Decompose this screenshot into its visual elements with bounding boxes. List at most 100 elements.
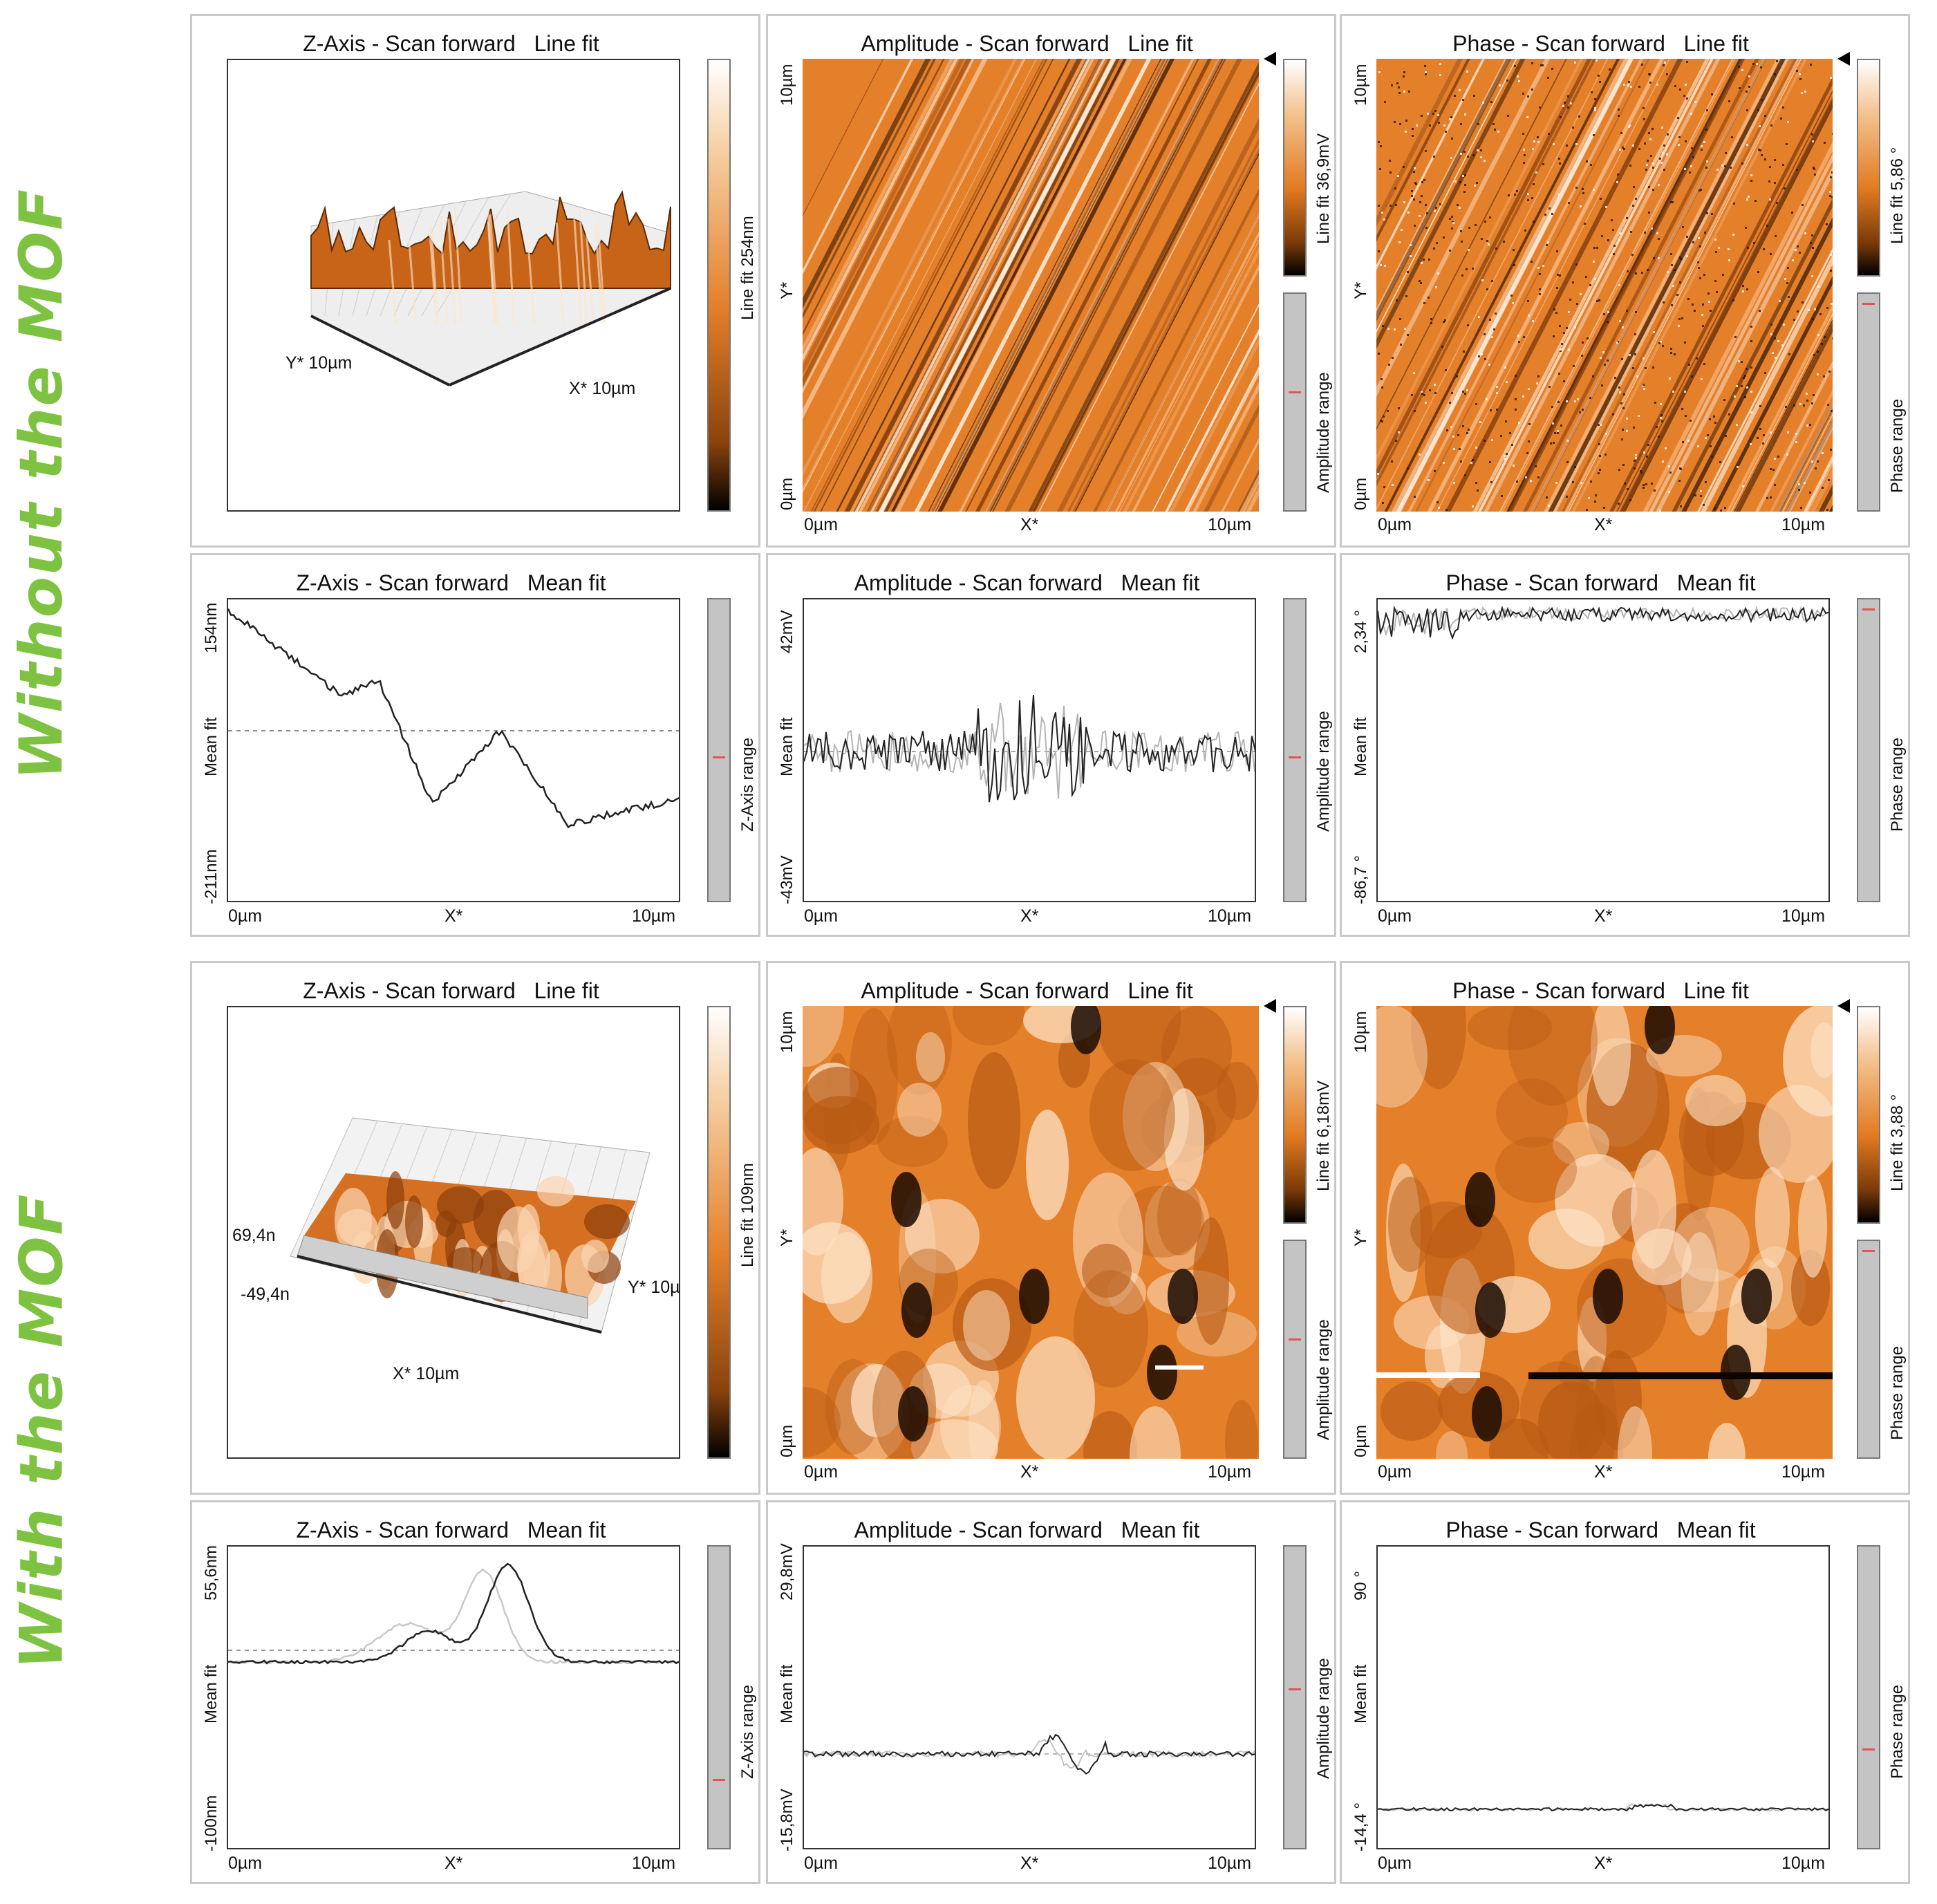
range-marker [1289,756,1301,758]
y-tick-bottom: -43mV [778,855,796,904]
panel-title: Phase - Scan forward Mean fit [1445,1518,1756,1542]
x-tick-start: 0µm [228,1854,263,1873]
y-tick-end: 10µm [778,64,796,106]
without-zaxis-mean-fit-panel: Z-Axis - Scan forward Mean fit 154nm Mean … [190,553,760,937]
x-axis-label: X* [445,906,463,926]
section-label-with: With the MOF [7,1193,76,1670]
phase-scan-image[interactable] [1376,59,1833,512]
without-phase-line-fit-panel: Phase - Scan forward Line fit 0µm X* 10µm 0µ… [1340,14,1910,548]
range-slider[interactable] [1857,1240,1880,1459]
range-marker [1289,1338,1301,1341]
scale-marker-icon [1264,999,1276,1013]
y-tick-top: 55,6nm [202,1544,221,1600]
without-amplitude-mean-fit-panel: Amplitude - Scan forward Mean fit 42mV Mea… [766,553,1336,937]
panel-title: Phase - Scan forward Line fit [1452,31,1749,56]
y-tick-top: 154nm [202,602,221,653]
amplitude-profile-plot[interactable] [803,1545,1256,1849]
range-slider[interactable] [707,598,731,902]
phase-scan-image[interactable] [1376,1006,1833,1459]
y-tick-top: 42mV [778,610,796,653]
range-slider[interactable] [1283,1545,1307,1849]
panel-title: Z-Axis - Scan forward Mean fit [296,1518,606,1542]
zaxis-profile-plot[interactable] [227,1545,680,1849]
colorbar [1283,59,1307,277]
y-axis-label: Mean fit [202,1664,221,1724]
y-tick-top: 29,8mV [778,1543,796,1600]
range-label: Phase range [1888,737,1907,832]
range-slider[interactable] [1857,1545,1880,1849]
colorbar-label: Line fit 5,86 ° [1888,147,1907,244]
range-slider[interactable] [1857,598,1880,902]
range-slider[interactable] [1283,1240,1307,1459]
panel-title: Phase - Scan forward Mean fit [1445,570,1756,595]
colorbar-label: Line fit 3,88 ° [1888,1094,1907,1191]
y-axis-label: Y* [778,1229,796,1247]
x-tick-start: 0µm [1378,906,1412,926]
x-axis-label: X* [1594,515,1613,534]
y-tick-top: 2,34 ° [1351,610,1370,653]
zaxis-profile-plot[interactable] [227,598,680,902]
x-tick-end: 10µm [632,906,676,926]
scale-marker-icon [1264,52,1276,66]
range-label: Amplitude range [1314,711,1333,832]
x-tick-start: 0µm [804,515,839,534]
x-axis-3d-label: X* 10µm [393,1364,460,1383]
x-tick-end: 10µm [1781,906,1826,926]
y-tick-end: 10µm [1351,1011,1370,1053]
scale-marker-icon [1837,52,1850,66]
with-zaxis-mean-fit-panel: Z-Axis - Scan forward Mean fit 55,6nm Mean… [190,1500,760,1884]
range-label: Z-Axis range [738,737,757,832]
x-tick-start: 0µm [804,1854,839,1873]
3d-surface-view[interactable] [227,1006,680,1459]
phase-profile-plot[interactable] [1376,1545,1830,1849]
range-label: Phase range [1888,1684,1907,1779]
with-amplitude-mean-fit-panel: Amplitude - Scan forward Mean fit 29,8mV M… [766,1500,1336,1884]
y-axis-label: Mean fit [778,1664,796,1724]
panel-title: Z-Axis - Scan forward Line fit [303,31,599,56]
x-tick-end: 10µm [1208,1854,1252,1873]
x-axis-label: X* [1020,515,1039,534]
panel-title: Z-Axis - Scan forward Line fit [303,978,599,1003]
with-phase-mean-fit-panel: Phase - Scan forward Mean fit 90 ° Mean fi… [1340,1500,1910,1884]
3d-surface-view[interactable] [227,59,680,512]
amplitude-profile-plot[interactable] [803,598,1256,902]
range-slider[interactable] [1283,292,1307,512]
range-slider[interactable] [1283,598,1307,902]
y-tick-end: 10µm [778,1011,796,1053]
with-zaxis-line-fit-panel: Z-Axis - Scan forward Line fit Y* 10µ X* 1… [190,961,760,1495]
x-axis-label: X* [1594,1854,1613,1873]
without-phase-mean-fit-panel: Phase - Scan forward Mean fit 2,34 ° Mean … [1340,553,1910,937]
x-tick-start: 0µm [804,1462,839,1482]
range-label: Phase range [1888,398,1907,493]
amplitude-scan-image[interactable] [803,1006,1259,1459]
y-tick-bottom: -14,4 ° [1351,1802,1370,1851]
panel-title: Amplitude - Scan forward Mean fit [854,1518,1200,1542]
range-slider[interactable] [707,1545,731,1849]
range-label: Amplitude range [1314,372,1333,493]
without-zaxis-line-fit-panel: Z-Axis - Scan forward Line fit Y* 10µm X* … [190,14,760,548]
x-tick-start: 0µm [1378,515,1412,534]
range-slider[interactable] [1857,292,1880,512]
y-tick-end: 10µm [1351,64,1370,106]
colorbar-label: Line fit 109nm [738,1163,757,1267]
x-axis-label: X* [445,1854,463,1873]
panel-title: Amplitude - Scan forward Line fit [861,978,1193,1003]
x-tick-end: 10µm [1208,1462,1252,1482]
y-axis-label: Y* [778,281,796,299]
panel-title: Z-Axis - Scan forward Mean fit [296,570,606,595]
panel-title: Amplitude - Scan forward Mean fit [854,570,1200,595]
range-marker [1862,302,1875,305]
colorbar [1283,1006,1307,1224]
range-marker [713,1778,725,1781]
y-tick-top: 90 ° [1351,1571,1370,1600]
section-label-without: Without the MOF [7,187,77,781]
x-tick-end: 10µm [1781,515,1826,534]
colorbar-label: Line fit 36,9mV [1314,133,1333,244]
amplitude-scan-image[interactable] [803,59,1259,512]
y-axis-3d-label: Y* 10µm [286,353,353,373]
y-tick-bottom: -15,8mV [778,1789,796,1851]
phase-profile-plot[interactable] [1376,598,1830,902]
y-axis-label: Y* [1351,1229,1370,1247]
y-axis-label: Mean fit [778,717,796,776]
x-axis-3d-label: X* 10µm [569,379,636,398]
